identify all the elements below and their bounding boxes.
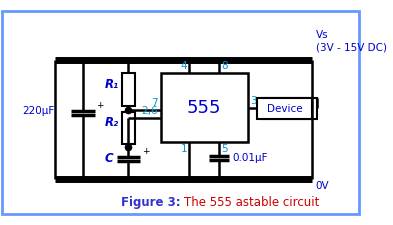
Bar: [122, 74, 135, 106]
FancyBboxPatch shape: [2, 11, 359, 214]
Text: 1: 1: [181, 144, 187, 154]
Text: 220μF: 220μF: [22, 106, 54, 116]
Text: Device: Device: [271, 104, 307, 114]
Bar: [262, 98, 317, 119]
Text: R₂: R₂: [104, 116, 118, 129]
Text: Vs
(3V - 15V DC): Vs (3V - 15V DC): [316, 30, 387, 52]
Text: 0V: 0V: [316, 181, 329, 191]
Bar: [257, 98, 312, 119]
Text: 7: 7: [151, 98, 158, 108]
Bar: [122, 112, 135, 144]
Text: 3: 3: [251, 96, 257, 106]
Text: +: +: [142, 147, 150, 156]
Text: +: +: [96, 101, 104, 110]
Text: Device: Device: [267, 104, 302, 114]
Text: 0.01μF: 0.01μF: [232, 153, 267, 163]
Text: C: C: [104, 152, 113, 165]
Text: 4: 4: [181, 61, 187, 71]
Text: 8: 8: [221, 61, 228, 71]
Text: 555: 555: [187, 99, 222, 117]
Text: The 555 astable circuit: The 555 astable circuit: [184, 196, 319, 209]
Text: 2,6: 2,6: [141, 106, 158, 116]
Text: 5: 5: [221, 144, 228, 154]
Bar: [161, 74, 248, 142]
Text: R₁: R₁: [104, 78, 118, 90]
Text: Figure 3:: Figure 3:: [121, 196, 185, 209]
